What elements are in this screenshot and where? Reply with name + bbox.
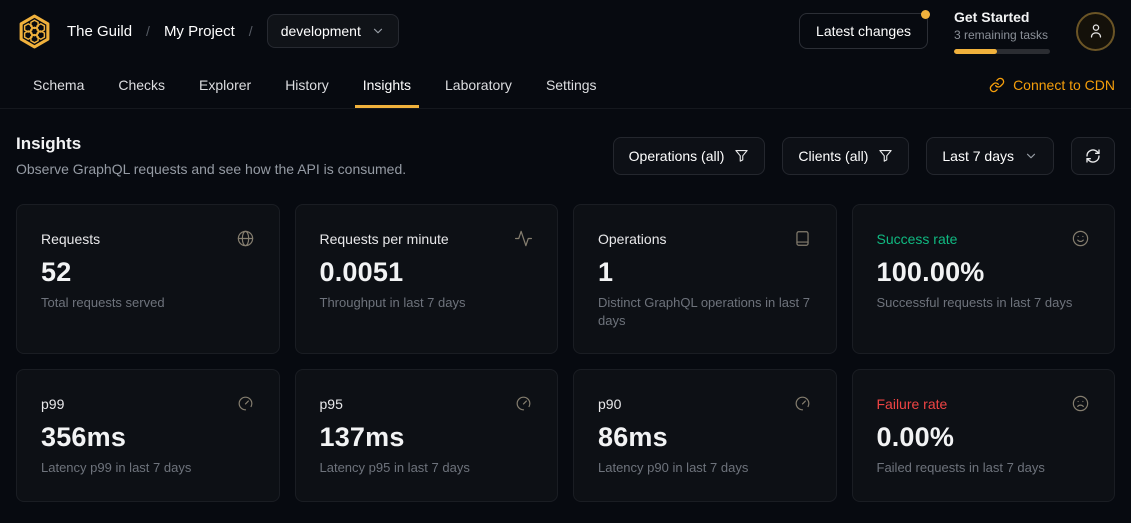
gauge-icon: [514, 394, 533, 413]
chevron-down-icon: [1024, 149, 1038, 163]
breadcrumb: The Guild / My Project /: [67, 23, 253, 40]
stat-value: 52: [41, 257, 72, 287]
stat-value: 1: [598, 257, 614, 287]
connect-to-cdn-label: Connect to CDN: [1013, 77, 1115, 93]
get-started-subtitle: 3 remaining tasks: [954, 27, 1049, 42]
date-range-label: Last 7 days: [942, 147, 1014, 164]
tab-insights[interactable]: Insights: [346, 63, 428, 108]
tab-schema[interactable]: Schema: [33, 77, 85, 93]
breadcrumb-project[interactable]: My Project: [163, 22, 235, 40]
get-started-widget[interactable]: Get Started 3 remaining tasks: [954, 9, 1050, 54]
chevron-down-icon: [371, 24, 385, 38]
stat-card-p95: p95 137ms Latency p95 in last 7 days: [294, 369, 558, 502]
stat-card-p90: p90 86ms Latency p90 in last 7 days: [573, 369, 837, 502]
stat-card-requests: Requests 52 Total requests served: [16, 204, 280, 355]
target-selector[interactable]: development: [266, 14, 399, 48]
stat-title: Success rate: [876, 230, 958, 247]
stat-subtitle: Successful requests in last 7 days: [876, 295, 1073, 310]
gauge-icon: [236, 394, 255, 413]
connect-to-cdn-link[interactable]: Connect to CDN: [989, 77, 1115, 93]
header-right: Latest changes Get Started 3 remaining t…: [799, 9, 1115, 54]
refresh-icon: [1085, 148, 1101, 164]
user-icon: [1087, 22, 1105, 40]
stat-card-failure-rate: Failure rate 0.00% Failed requests in la…: [851, 369, 1115, 502]
tab-history[interactable]: History: [285, 77, 329, 93]
stat-subtitle: Total requests served: [41, 295, 165, 310]
stat-value: 0.0051: [319, 257, 404, 287]
operations-filter-button[interactable]: Operations (all): [612, 136, 766, 175]
app-header: The Guild / My Project / development Lat…: [0, 0, 1131, 62]
stat-subtitle: Throughput in last 7 days: [319, 295, 466, 310]
stat-value: 100.00%: [876, 257, 985, 287]
book-icon: [793, 229, 812, 248]
funnel-icon: [734, 148, 749, 163]
smile-icon: [1071, 229, 1090, 248]
breadcrumb-org[interactable]: The Guild: [67, 22, 133, 40]
stat-title: Operations: [598, 230, 667, 247]
refresh-button[interactable]: [1071, 136, 1115, 175]
clients-filter-button[interactable]: Clients (all): [782, 136, 910, 175]
hive-logo-icon[interactable]: [16, 13, 53, 50]
stat-title: p95: [319, 395, 343, 412]
gauge-icon: [793, 394, 812, 413]
breadcrumb-separator: /: [248, 23, 253, 39]
globe-icon: [236, 229, 255, 248]
tab-explorer[interactable]: Explorer: [199, 77, 252, 93]
stat-value: 86ms: [598, 422, 668, 453]
link-icon: [989, 77, 1005, 93]
stat-title: p90: [598, 395, 622, 412]
funnel-icon: [878, 148, 893, 163]
stat-title: Requests per minute: [319, 230, 449, 247]
filters-bar: Operations (all) Clients (all) Last 7 da…: [612, 136, 1115, 175]
stat-card-requests-per-minute: Requests per minute 0.0051 Throughput in…: [294, 204, 558, 355]
breadcrumb-separator: /: [146, 23, 150, 39]
stat-subtitle: Failed requests in last 7 days: [876, 460, 1045, 476]
activity-icon: [514, 229, 533, 248]
stat-subtitle: Latency p99 in last 7 days: [41, 460, 192, 476]
stat-subtitle: Distinct GraphQL operations in last 7 da…: [598, 295, 810, 328]
stat-value: 0.00%: [876, 422, 955, 453]
insights-page: Insights Observe GraphQL requests and se…: [0, 109, 1131, 523]
tab-checks[interactable]: Checks: [118, 77, 166, 93]
stat-value: 137ms: [319, 422, 405, 453]
user-avatar[interactable]: [1076, 11, 1115, 51]
frown-icon: [1071, 394, 1090, 413]
page-heading: Insights Observe GraphQL requests and se…: [16, 134, 406, 177]
latest-changes-label: Latest changes: [816, 23, 911, 39]
stat-value: 356ms: [41, 422, 127, 453]
tab-settings[interactable]: Settings: [545, 77, 597, 93]
tab-laboratory[interactable]: Laboratory: [445, 77, 512, 93]
stat-subtitle: Latency p95 in last 7 days: [319, 460, 470, 476]
notification-dot: [921, 10, 930, 19]
stat-title: Requests: [41, 230, 101, 247]
stat-card-success-rate: Success rate 100.00% Successful requests…: [851, 204, 1115, 355]
get-started-progress-fill: [954, 48, 998, 54]
get-started-title: Get Started: [954, 8, 1030, 25]
page-title: Insights: [16, 134, 82, 153]
stat-subtitle: Latency p90 in last 7 days: [598, 460, 749, 476]
stat-title: Failure rate: [876, 395, 948, 412]
stat-title: p99: [41, 395, 65, 412]
get-started-progressbar: [954, 48, 1050, 54]
date-range-selector[interactable]: Last 7 days: [926, 136, 1054, 175]
operations-filter-label: Operations (all): [628, 147, 725, 164]
page-subtitle: Observe GraphQL requests and see how the…: [16, 161, 407, 177]
latest-changes-button[interactable]: Latest changes: [799, 10, 930, 49]
stat-card-p99: p99 356ms Latency p99 in last 7 days: [16, 369, 280, 502]
stat-card-operations: Operations 1 Distinct GraphQL operations…: [573, 204, 837, 355]
clients-filter-label: Clients (all): [798, 147, 869, 164]
stats-grid: Requests 52 Total requests served Reques…: [16, 204, 1115, 502]
target-nav: Schema Checks Explorer History Insights …: [0, 62, 1131, 109]
target-selector-value: development: [280, 23, 361, 39]
